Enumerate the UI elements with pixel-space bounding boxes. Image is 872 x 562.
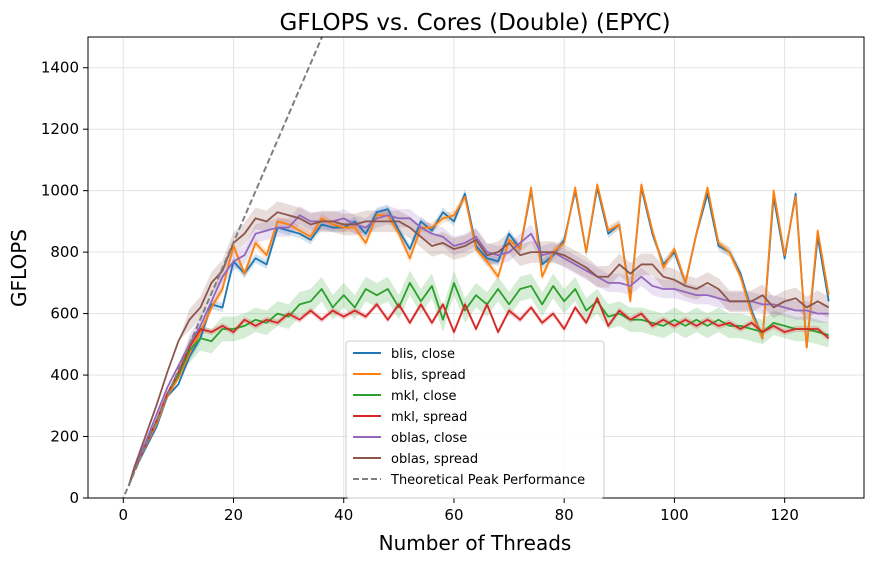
series-line-5	[127, 211, 830, 486]
legend-box	[345, 340, 605, 499]
legend-label: oblas, spread	[391, 452, 478, 467]
y-tick-label: 1400	[41, 59, 79, 77]
x-tick-label: 0	[118, 506, 128, 524]
y-tick-label: 0	[69, 489, 79, 507]
reference-line-group	[122, 37, 324, 498]
x-tick-label: 20	[224, 506, 243, 524]
series-line-1	[127, 183, 830, 486]
x-tick-label: 120	[770, 506, 799, 524]
legend-label: mkl, close	[391, 389, 457, 404]
y-tick-label: 600	[50, 305, 79, 323]
x-axis-ticks: 0 20 40 60 80 100 120	[118, 498, 799, 524]
series-line-3	[127, 297, 830, 487]
x-tick-label: 100	[660, 506, 689, 524]
y-axis-title: GFLOPS	[7, 229, 31, 307]
y-tick-label: 200	[50, 428, 79, 446]
series-lines	[127, 183, 830, 487]
legend: blis, close blis, spread mkl, close mkl, sp…	[345, 340, 605, 499]
band-5	[128, 201, 829, 486]
legend-label: blis, spread	[391, 368, 466, 383]
series-line-2	[127, 281, 829, 487]
reference-line	[122, 37, 324, 498]
legend-label: mkl, spread	[391, 410, 467, 425]
series-line-4	[127, 214, 829, 486]
legend-label: oblas, close	[391, 431, 467, 446]
y-axis-ticks: 0 200 400 600 800 1000 1200 1400	[41, 59, 88, 507]
legend-label: Theoretical Peak Performance	[390, 473, 585, 488]
x-tick-label: 80	[555, 506, 574, 524]
y-tick-label: 1200	[41, 120, 79, 138]
chart-title: GFLOPS vs. Cores (Double) (EPYC)	[279, 10, 670, 36]
x-tick-label: 40	[334, 506, 353, 524]
x-axis-title: Number of Threads	[379, 531, 572, 555]
y-tick-label: 400	[50, 366, 79, 384]
legend-label: blis, close	[391, 347, 455, 362]
x-tick-label: 60	[444, 506, 463, 524]
y-tick-label: 800	[50, 243, 79, 261]
y-tick-label: 1000	[41, 182, 79, 200]
